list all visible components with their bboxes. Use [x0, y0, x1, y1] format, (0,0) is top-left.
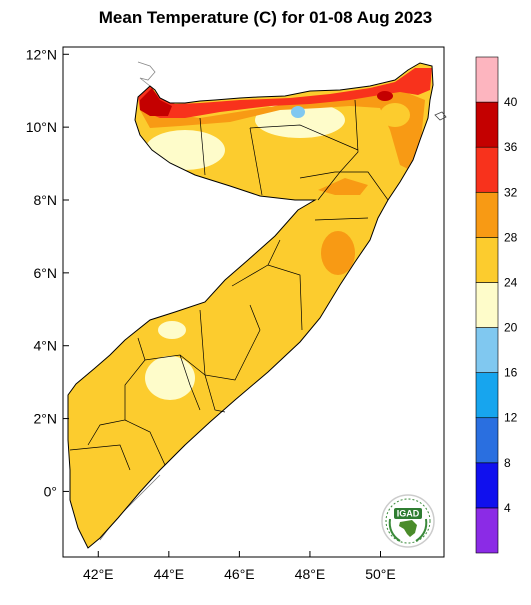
map-frame — [62, 46, 445, 558]
colorbar-label: 16 — [504, 366, 518, 380]
lat-tick-label: 10°N — [26, 119, 57, 135]
lat-axis: 12°N 10°N 8°N 6°N 4°N 2°N 0° — [26, 46, 69, 499]
colorbar-bin — [475, 56, 499, 103]
igad-logo: IGAD — [381, 494, 435, 548]
colorbar-bin — [475, 191, 499, 238]
colorbar-label: 24 — [504, 275, 518, 289]
zone-20-24-northwest — [145, 130, 225, 170]
colorbar-bin — [475, 462, 499, 509]
lat-tick-label: 0° — [44, 483, 57, 499]
lon-tick-label: 42°E — [83, 566, 114, 582]
zone-28-32-north-band — [140, 90, 425, 170]
zone-20-24-northeast — [380, 103, 410, 127]
colorbar-label: 4 — [504, 501, 511, 515]
coastline-neighbour — [137, 61, 156, 87]
colorbar-label: 12 — [504, 411, 518, 425]
colorbar-label: 20 — [504, 321, 518, 335]
zone-36-40-coast-east — [377, 91, 393, 101]
colorbar-bin — [475, 327, 499, 373]
colorbar-label: 36 — [504, 140, 518, 154]
colorbar: 4 8 12 16 20 24 28 32 36 40 — [475, 56, 518, 554]
zone-36-40-hotspot — [140, 88, 172, 116]
colorbar-label: 32 — [504, 185, 518, 199]
zone-20-24-central — [145, 356, 195, 400]
colorbar-bin — [475, 282, 499, 328]
region-boundaries — [69, 99, 389, 471]
zone-28-32-interior — [321, 231, 355, 275]
colorbar-label: 40 — [504, 95, 518, 109]
temperature-field — [68, 63, 433, 548]
zone-20-24-north-plateau — [255, 102, 345, 138]
colorbar-bin — [475, 146, 499, 193]
zone-28-32-ridge — [318, 178, 368, 195]
lat-tick-label: 4°N — [34, 338, 58, 354]
colorbar-bin — [475, 237, 499, 283]
africa-icon — [399, 520, 417, 537]
colorbar-bin — [475, 101, 499, 148]
socotra-outline — [434, 111, 447, 121]
zone-16-20-spot — [291, 106, 305, 118]
logo-banner — [394, 508, 422, 519]
lon-tick-label: 44°E — [154, 566, 185, 582]
colorbar-bin — [475, 417, 499, 464]
laurel-icon — [388, 518, 428, 542]
lon-axis: 42°E 44°E 46°E 48°E 50°E — [83, 551, 396, 582]
lat-tick-label: 12°N — [26, 46, 57, 62]
colorbar-label: 28 — [504, 230, 518, 244]
colorbar-bin — [475, 372, 499, 419]
map-title: Mean Temperature (C) for 01-08 Aug 2023 — [98, 8, 433, 27]
lat-tick-label: 2°N — [34, 411, 58, 427]
colorbar-bin — [475, 507, 499, 554]
lon-tick-label: 48°E — [295, 566, 326, 582]
lat-tick-label: 8°N — [34, 192, 58, 208]
zone-20-24-west — [158, 321, 186, 339]
lon-tick-label: 46°E — [224, 566, 255, 582]
lon-tick-label: 50°E — [365, 566, 396, 582]
zone-32-36-gulf-coast — [138, 68, 432, 118]
lat-tick-label: 6°N — [34, 265, 58, 281]
logo-text: IGAD — [397, 509, 420, 519]
colorbar-label: 8 — [504, 456, 511, 470]
